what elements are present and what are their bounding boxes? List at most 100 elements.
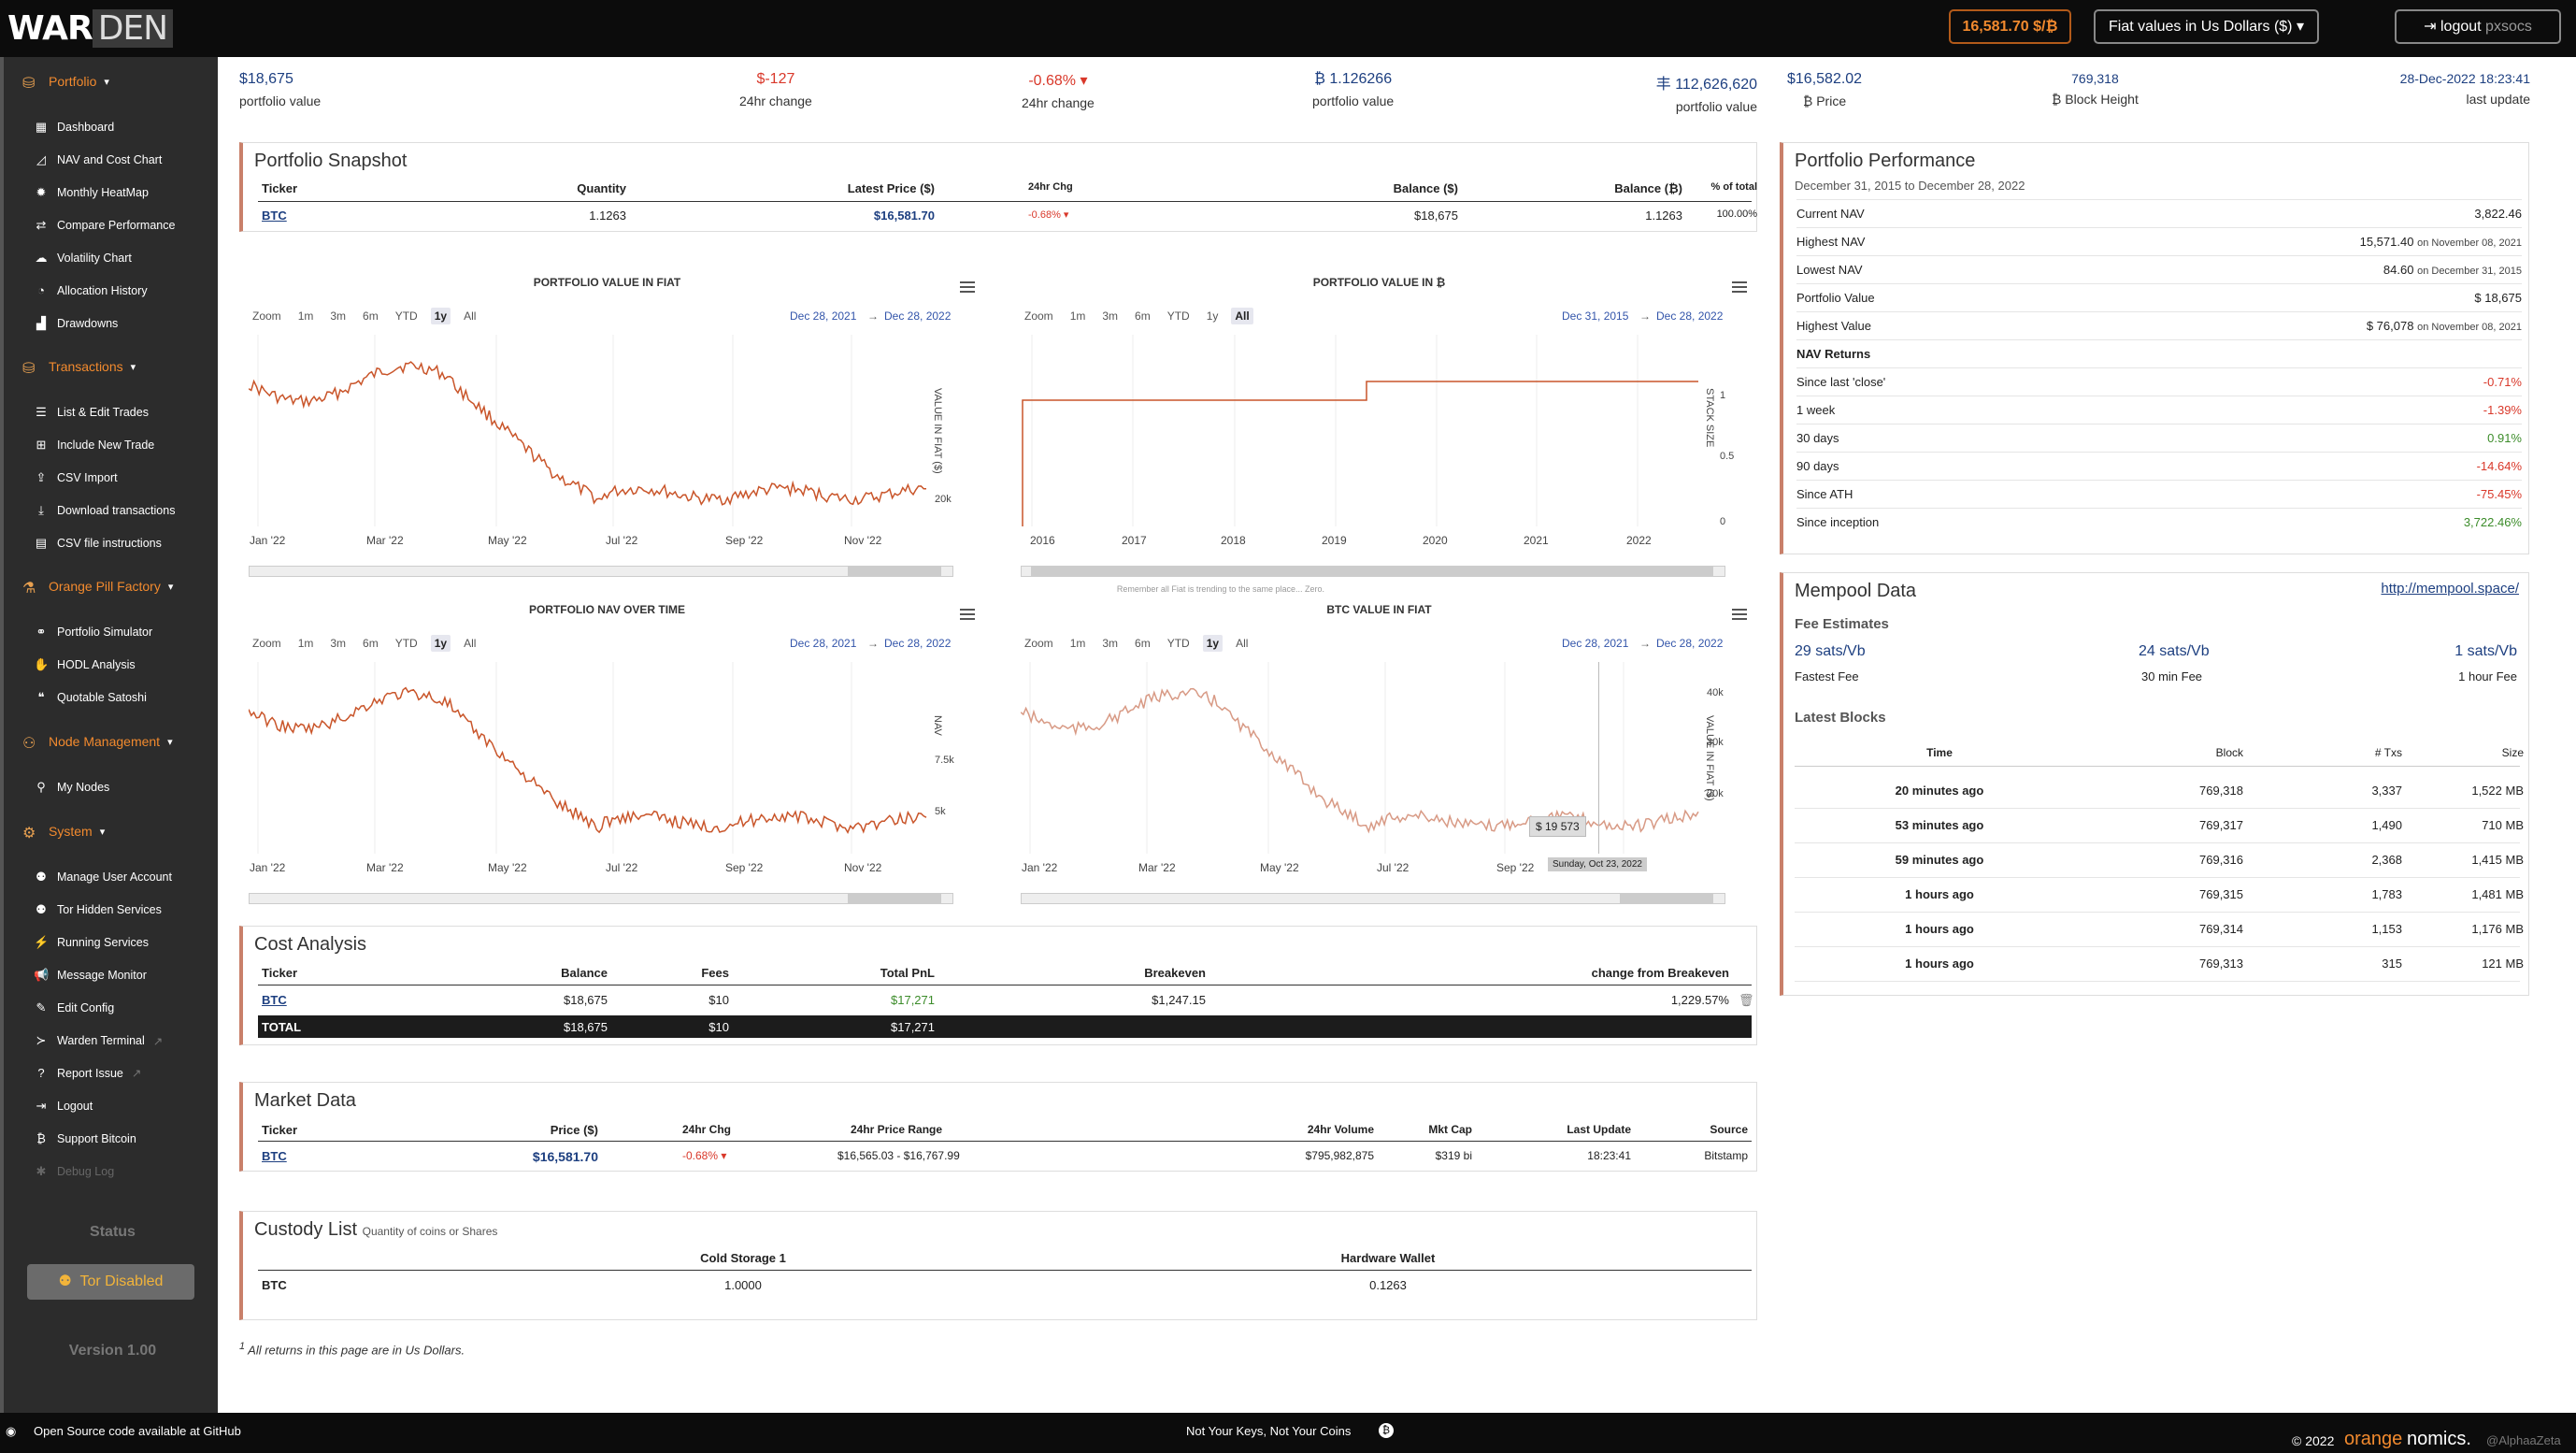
sidebar-item-list-trades[interactable]: ☰ List & Edit Trades (34, 405, 149, 420)
navigator-scrollbar[interactable] (1021, 893, 1725, 904)
hamburger-menu-icon[interactable] (1732, 281, 1747, 293)
zoom-button[interactable]: 1y (430, 635, 451, 652)
sidebar-item-logout[interactable]: ⇥ Logout (34, 1099, 93, 1114)
zoom-button[interactable]: 1m (297, 637, 314, 650)
sidebar-item-label: Portfolio Simulator (57, 626, 153, 639)
zoom-button[interactable]: All (464, 637, 477, 650)
zoom-button[interactable]: 3m (1102, 309, 1119, 323)
sidebar-item-debug-log[interactable]: ✱ Debug Log (34, 1164, 115, 1179)
ticker-link[interactable]: BTC (262, 993, 287, 1007)
github-icon[interactable]: ◉ (6, 1424, 17, 1438)
fee-hour-value: 1 sats/Vb (2454, 643, 2517, 659)
scrollbar-thumb[interactable] (848, 894, 941, 903)
cell: -0.68% ▾ (682, 1149, 727, 1162)
zoom-button[interactable]: 1y (430, 308, 451, 324)
sidebar-group-label: Transactions (49, 359, 123, 374)
sidebar-item-quotable[interactable]: ❝ Quotable Satoshi (34, 690, 147, 705)
trash-icon[interactable]: 🗑 (1739, 993, 1754, 1007)
x-tick: Mar '22 (1138, 861, 1176, 874)
navigator-scrollbar[interactable] (1021, 566, 1725, 577)
logout-button[interactable]: ⇥ logout pxsocs (2395, 9, 2561, 44)
zoom-button[interactable]: 6m (363, 309, 379, 323)
sidebar-item-compare[interactable]: ⇄ Compare Performance (34, 218, 176, 233)
zoom-button[interactable]: 1m (1069, 309, 1086, 323)
navigator-scrollbar[interactable] (249, 566, 953, 577)
warden-logo[interactable]: WAR DEN (7, 9, 174, 48)
sidebar-item-manage-user[interactable]: ⚉ Manage User Account (34, 870, 172, 885)
zoom-button[interactable]: All (464, 309, 477, 323)
range-from[interactable]: Dec 28, 2021 (790, 637, 857, 650)
sidebar-item-drawdowns[interactable]: ▟ Drawdowns (34, 316, 118, 331)
range-to[interactable]: Dec 28, 2022 (1656, 309, 1724, 323)
range-from[interactable]: Dec 28, 2021 (790, 309, 857, 323)
zoom-button[interactable]: All (1231, 308, 1253, 324)
sidebar-item-nav-cost[interactable]: ◿ NAV and Cost Chart (34, 152, 162, 167)
sidebar-item-new-trade[interactable]: ⊞ Include New Trade (34, 438, 155, 453)
sidebar-group-portfolio[interactable]: ⛁ Portfolio ▾ (22, 74, 109, 92)
scrollbar-thumb[interactable] (1620, 894, 1713, 903)
github-text[interactable]: Open Source code available at GitHub (34, 1424, 241, 1438)
cell: $319 bi (1435, 1149, 1472, 1162)
zoom-button[interactable]: 6m (363, 637, 379, 650)
zoom-button[interactable]: YTD (1166, 637, 1190, 650)
zoom-button[interactable]: 3m (330, 637, 347, 650)
sidebar-group-orange-pill[interactable]: ⚗ Orange Pill Factory ▾ (22, 579, 173, 597)
sidebar-item-my-nodes[interactable]: ⚲ My Nodes (34, 780, 109, 795)
sidebar-item-simulator[interactable]: ⚭ Portfolio Simulator (34, 625, 153, 640)
sidebar-item-csv-import[interactable]: ⇪ CSV Import (34, 470, 118, 485)
navigator-scrollbar[interactable] (249, 893, 953, 904)
range-to[interactable]: Dec 28, 2022 (884, 637, 952, 650)
zoom-button[interactable]: 6m (1135, 309, 1151, 323)
hamburger-menu-icon[interactable] (960, 609, 975, 620)
sidebar-item-tor-services[interactable]: ⚉ Tor Hidden Services (34, 902, 162, 917)
zoom-bar: Zoom 1m 3m 6m YTD 1y All (249, 308, 479, 324)
sidebar-item-terminal[interactable]: ≻ Warden Terminal ↗ (34, 1033, 164, 1048)
range-to[interactable]: Dec 28, 2022 (884, 309, 952, 323)
sidebar-item-label: Debug Log (57, 1165, 115, 1178)
zoom-button[interactable]: All (1236, 637, 1249, 650)
chart-title: PORTFOLIO VALUE IN ₿ (1312, 276, 1446, 289)
chart-title: PORTFOLIO NAV OVER TIME (528, 603, 686, 616)
fiat-currency-dropdown[interactable]: Fiat values in Us Dollars ($) ▾ (2094, 9, 2319, 44)
hamburger-menu-icon[interactable] (960, 281, 975, 293)
sidebar-item-heatmap[interactable]: ✹ Monthly HeatMap (34, 185, 149, 200)
tor-status-button[interactable]: ⚉ Tor Disabled (27, 1264, 194, 1300)
sidebar-item-message-monitor[interactable]: 📢 Message Monitor (34, 968, 147, 983)
summary-label: 24hr change (739, 94, 812, 108)
mempool-link[interactable]: http://mempool.space/ (2381, 581, 2519, 597)
zoom-button[interactable]: 1y (1206, 309, 1219, 323)
zoom-button[interactable]: YTD (394, 637, 418, 650)
zoom-button[interactable]: 3m (1102, 637, 1119, 650)
sidebar-group-transactions[interactable]: ⛁ Transactions ▾ (22, 359, 136, 377)
ticker-link[interactable]: BTC (262, 1149, 287, 1163)
scrollbar-thumb[interactable] (848, 567, 941, 576)
btc-price-button[interactable]: 16,581.70 $/₿ (1949, 9, 2071, 44)
range-to[interactable]: Dec 28, 2022 (1656, 637, 1724, 650)
sidebar-item-volatility[interactable]: ☁ Volatility Chart (34, 251, 132, 266)
zoom-button[interactable]: 1y (1202, 635, 1224, 652)
sidebar-item-allocation[interactable]: ◔ Allocation History (34, 283, 148, 297)
sidebar-item-support[interactable]: ₿ Support Bitcoin (34, 1131, 136, 1145)
sidebar-item-download[interactable]: ⤓ Download transactions (34, 503, 175, 518)
sidebar-item-edit-config[interactable]: ✎ Edit Config (34, 1000, 115, 1015)
edit-icon: ✎ (36, 1000, 47, 1014)
zoom-button[interactable]: YTD (1166, 309, 1190, 323)
zoom-button[interactable]: 1m (1069, 637, 1086, 650)
sidebar-item-running-services[interactable]: ⚡ Running Services (34, 935, 149, 950)
sidebar-item-csv-instructions[interactable]: ▤ CSV file instructions (34, 536, 162, 551)
sidebar-item-dashboard[interactable]: ▦ Dashboard (34, 120, 114, 135)
range-from[interactable]: Dec 28, 2021 (1562, 637, 1629, 650)
sidebar-group-system[interactable]: ⚙ System ▾ (22, 824, 105, 842)
zoom-button[interactable]: 3m (330, 309, 347, 323)
terminal-icon: ≻ (36, 1033, 47, 1047)
range-from[interactable]: Dec 31, 2015 (1562, 309, 1629, 323)
sidebar-item-report-issue[interactable]: ? Report Issue ↗ (34, 1066, 141, 1080)
sidebar-item-hodl[interactable]: ✋ HODL Analysis (34, 657, 136, 672)
ticker-link[interactable]: BTC (262, 209, 287, 223)
zoom-button[interactable]: 6m (1135, 637, 1151, 650)
sidebar-group-node[interactable]: ⚇ Node Management ▾ (22, 734, 173, 752)
scrollbar-thumb[interactable] (1031, 567, 1713, 576)
hamburger-menu-icon[interactable] (1732, 609, 1747, 620)
zoom-button[interactable]: YTD (394, 309, 418, 323)
zoom-button[interactable]: 1m (297, 309, 314, 323)
